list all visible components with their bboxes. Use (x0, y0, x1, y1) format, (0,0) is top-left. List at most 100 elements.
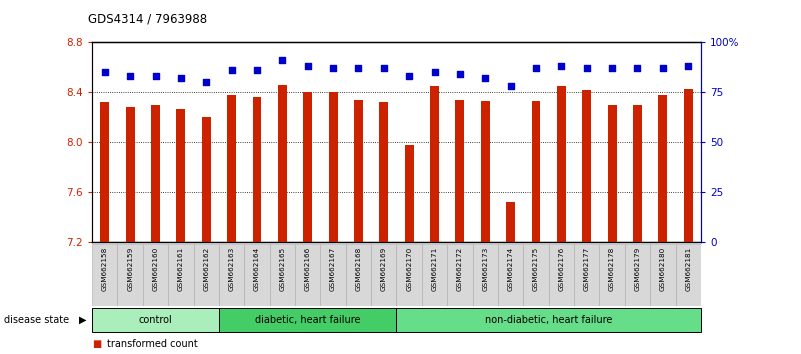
Point (149, 74, 162, 79)
Point (276, 58, 288, 63)
Text: GSM662170: GSM662170 (406, 247, 413, 291)
Bar (168, 244, 194, 306)
Text: diabetic, heart failure: diabetic, heart failure (255, 315, 360, 325)
Bar (675, 244, 701, 306)
Point (479, 76, 492, 81)
Bar (304, 92, 312, 242)
Point (657, 65, 670, 71)
Text: GSM662165: GSM662165 (280, 247, 285, 291)
Bar (405, 145, 413, 242)
Bar (126, 108, 135, 242)
Text: GSM662179: GSM662179 (634, 247, 641, 291)
Bar (447, 244, 473, 306)
Text: GSM662171: GSM662171 (432, 247, 437, 291)
Bar (599, 244, 625, 306)
Bar (557, 86, 566, 242)
Bar (100, 103, 109, 242)
Bar (244, 244, 270, 306)
Point (606, 65, 618, 71)
Bar (574, 244, 599, 306)
Text: GSM662159: GSM662159 (127, 247, 133, 291)
Bar (456, 100, 465, 242)
Point (428, 70, 441, 75)
Bar (151, 105, 160, 242)
Text: GSM662177: GSM662177 (584, 247, 590, 291)
Text: GDS4314 / 7963988: GDS4314 / 7963988 (88, 12, 207, 25)
Text: GSM662161: GSM662161 (178, 247, 184, 291)
Text: disease state: disease state (4, 315, 69, 325)
Point (99, 70, 111, 75)
Bar (608, 105, 617, 242)
Bar (252, 97, 261, 242)
Point (377, 65, 390, 71)
Bar (202, 118, 211, 242)
Text: GSM662168: GSM662168 (356, 247, 361, 291)
Text: non-diabetic, heart failure: non-diabetic, heart failure (485, 315, 613, 325)
Text: ▶: ▶ (79, 315, 87, 325)
Bar (194, 244, 219, 306)
Bar (549, 244, 574, 306)
Text: GSM662162: GSM662162 (203, 247, 209, 291)
Text: GSM662163: GSM662163 (228, 247, 235, 291)
Bar (532, 101, 541, 242)
Bar (371, 244, 396, 306)
Text: GSM662173: GSM662173 (482, 247, 489, 291)
Text: GSM662175: GSM662175 (533, 247, 539, 291)
Bar (270, 244, 295, 306)
Text: ■: ■ (92, 339, 102, 349)
Bar (625, 244, 650, 306)
Point (631, 65, 644, 71)
Bar (219, 308, 396, 332)
Text: GSM662167: GSM662167 (330, 247, 336, 291)
Point (403, 74, 416, 79)
Bar (92, 244, 118, 306)
Bar (481, 101, 489, 242)
Point (505, 84, 517, 89)
Text: GSM662181: GSM662181 (685, 247, 691, 291)
Point (352, 65, 365, 71)
Bar (473, 244, 498, 306)
Bar (430, 86, 439, 242)
Bar (422, 244, 447, 306)
Bar (346, 244, 371, 306)
Bar (380, 103, 388, 242)
Text: GSM662158: GSM662158 (102, 247, 108, 291)
Point (327, 65, 340, 71)
Bar (354, 100, 363, 242)
Bar (118, 244, 143, 306)
Bar (658, 95, 667, 242)
Point (251, 68, 264, 73)
Point (555, 64, 568, 69)
Point (580, 65, 593, 71)
Point (175, 76, 187, 81)
Text: GSM662174: GSM662174 (508, 247, 513, 291)
Point (200, 80, 213, 85)
Text: control: control (139, 315, 172, 325)
Point (529, 65, 542, 71)
Bar (278, 85, 287, 242)
Bar (396, 244, 422, 306)
Text: GSM662160: GSM662160 (152, 247, 159, 291)
Text: GSM662178: GSM662178 (609, 247, 615, 291)
Bar (176, 109, 185, 242)
Text: GSM662172: GSM662172 (457, 247, 463, 291)
Text: GSM662176: GSM662176 (558, 247, 565, 291)
Text: transformed count: transformed count (107, 339, 197, 349)
Bar (523, 244, 549, 306)
Bar (396, 308, 701, 332)
Bar (227, 95, 236, 242)
Text: GSM662180: GSM662180 (660, 247, 666, 291)
Bar (498, 244, 523, 306)
Point (124, 74, 137, 79)
Bar (219, 244, 244, 306)
Text: GSM662164: GSM662164 (254, 247, 260, 291)
Point (682, 64, 694, 69)
Point (453, 72, 466, 77)
Text: GSM662166: GSM662166 (304, 247, 311, 291)
Point (225, 68, 238, 73)
Bar (506, 202, 515, 242)
Bar (684, 89, 693, 242)
Bar (328, 92, 337, 242)
Text: GSM662169: GSM662169 (380, 247, 387, 291)
Bar (143, 244, 168, 306)
